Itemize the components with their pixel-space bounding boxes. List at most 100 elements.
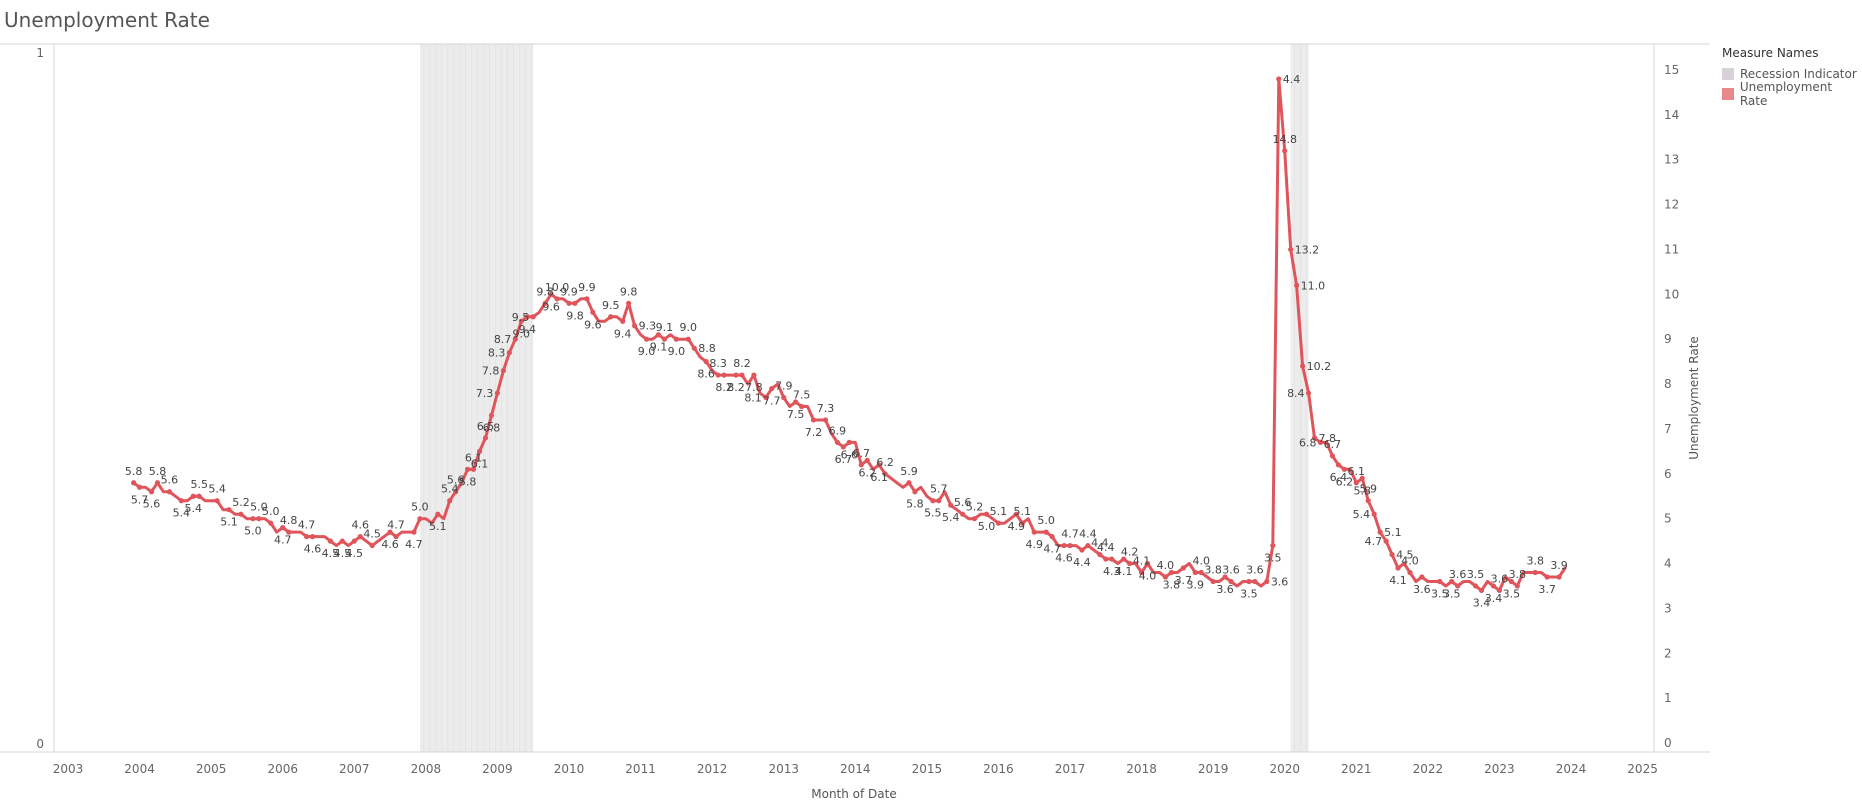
data-point[interactable] [995, 520, 1002, 526]
data-point[interactable] [715, 372, 721, 378]
data-point[interactable] [482, 435, 489, 441]
data-point[interactable] [1097, 551, 1103, 558]
data-point[interactable] [1252, 578, 1258, 585]
data-point[interactable] [703, 359, 709, 365]
data-point[interactable] [632, 323, 638, 329]
data-point[interactable] [447, 498, 453, 504]
data-point[interactable] [1449, 578, 1455, 585]
data-point[interactable] [1127, 560, 1133, 567]
legend-item-unemployment[interactable]: Unemployment Rate [1722, 80, 1862, 108]
data-point[interactable] [1246, 578, 1252, 585]
data-point[interactable] [357, 534, 363, 540]
data-point[interactable] [751, 372, 757, 378]
data-point[interactable] [626, 300, 632, 306]
data-point[interactable] [1407, 569, 1413, 576]
data-point[interactable] [882, 471, 888, 477]
data-point[interactable] [1383, 538, 1389, 544]
data-point[interactable] [1198, 569, 1204, 576]
legend-item-recession[interactable]: Recession Indicator [1722, 64, 1862, 84]
data-point[interactable] [1144, 560, 1151, 567]
data-point[interactable] [1544, 574, 1550, 580]
data-point[interactable] [1490, 583, 1497, 589]
data-point[interactable] [1276, 76, 1282, 82]
data-point[interactable] [500, 368, 506, 374]
data-point[interactable] [769, 385, 775, 392]
data-point[interactable] [1335, 462, 1341, 468]
data-point[interactable] [584, 296, 590, 302]
data-point[interactable] [136, 484, 143, 490]
data-point[interactable] [554, 296, 560, 302]
data-point[interactable] [268, 520, 274, 526]
data-point[interactable] [190, 493, 196, 499]
data-point[interactable] [518, 318, 524, 324]
data-point[interactable] [309, 534, 316, 540]
data-point[interactable] [1305, 390, 1312, 396]
data-point[interactable] [1311, 435, 1318, 441]
data-point[interactable] [488, 412, 495, 419]
data-point[interactable] [1472, 583, 1479, 589]
data-point[interactable] [1532, 569, 1538, 576]
data-point[interactable] [1329, 453, 1336, 459]
data-point[interactable] [393, 534, 399, 540]
data-point[interactable] [476, 448, 483, 454]
data-point[interactable] [1067, 542, 1073, 549]
data-point[interactable] [1514, 583, 1520, 589]
data-point[interactable] [620, 318, 626, 324]
data-point[interactable] [906, 480, 912, 486]
data-point[interactable] [148, 489, 155, 495]
data-point[interactable] [1270, 542, 1276, 549]
data-point[interactable] [303, 534, 310, 540]
data-point[interactable] [1264, 578, 1270, 585]
data-point[interactable] [417, 516, 423, 522]
data-point[interactable] [936, 498, 942, 504]
data-point[interactable] [983, 511, 990, 517]
data-point[interactable] [822, 417, 829, 423]
data-point[interactable] [960, 511, 966, 517]
data-point[interactable] [1371, 511, 1377, 517]
data-point[interactable] [1317, 439, 1324, 445]
data-point[interactable] [1556, 574, 1562, 580]
data-point[interactable] [178, 498, 184, 504]
data-point[interactable] [1288, 246, 1294, 253]
data-point[interactable] [721, 372, 727, 378]
data-point[interactable] [810, 417, 817, 423]
data-point[interactable] [1168, 569, 1174, 576]
data-point[interactable] [1103, 556, 1109, 562]
data-point[interactable] [470, 466, 477, 472]
data-point[interactable] [196, 493, 202, 499]
data-point[interactable] [643, 336, 650, 342]
data-point[interactable] [327, 538, 334, 544]
data-point[interactable] [1138, 569, 1145, 576]
data-point[interactable] [1079, 547, 1085, 553]
data-point[interactable] [369, 542, 375, 549]
data-point[interactable] [339, 538, 345, 544]
data-point[interactable] [1061, 542, 1067, 549]
data-point[interactable] [1359, 475, 1365, 481]
data-point[interactable] [691, 345, 697, 351]
data-point[interactable] [858, 462, 864, 468]
data-point[interactable] [763, 394, 769, 401]
data-point[interactable] [166, 489, 172, 495]
data-point[interactable] [846, 439, 852, 445]
data-point[interactable] [494, 390, 501, 396]
data-point[interactable] [1049, 534, 1055, 540]
data-point[interactable] [733, 372, 739, 378]
data-point[interactable] [154, 480, 161, 486]
data-point[interactable] [1508, 578, 1514, 585]
data-point[interactable] [435, 511, 441, 517]
data-point[interactable] [608, 314, 614, 320]
data-point[interactable] [1162, 574, 1169, 580]
data-point[interactable] [387, 529, 393, 535]
data-point[interactable] [131, 480, 137, 486]
data-point[interactable] [238, 511, 244, 517]
data-point[interactable] [1282, 148, 1288, 154]
data-point[interactable] [1228, 578, 1234, 585]
data-point[interactable] [1419, 574, 1425, 580]
data-point[interactable] [1031, 529, 1037, 535]
data-point[interactable] [1294, 282, 1300, 288]
data-point[interactable] [1300, 363, 1306, 369]
data-point[interactable] [1121, 556, 1127, 562]
data-point[interactable] [512, 336, 518, 342]
data-point[interactable] [1353, 480, 1359, 486]
data-point[interactable] [930, 498, 936, 504]
